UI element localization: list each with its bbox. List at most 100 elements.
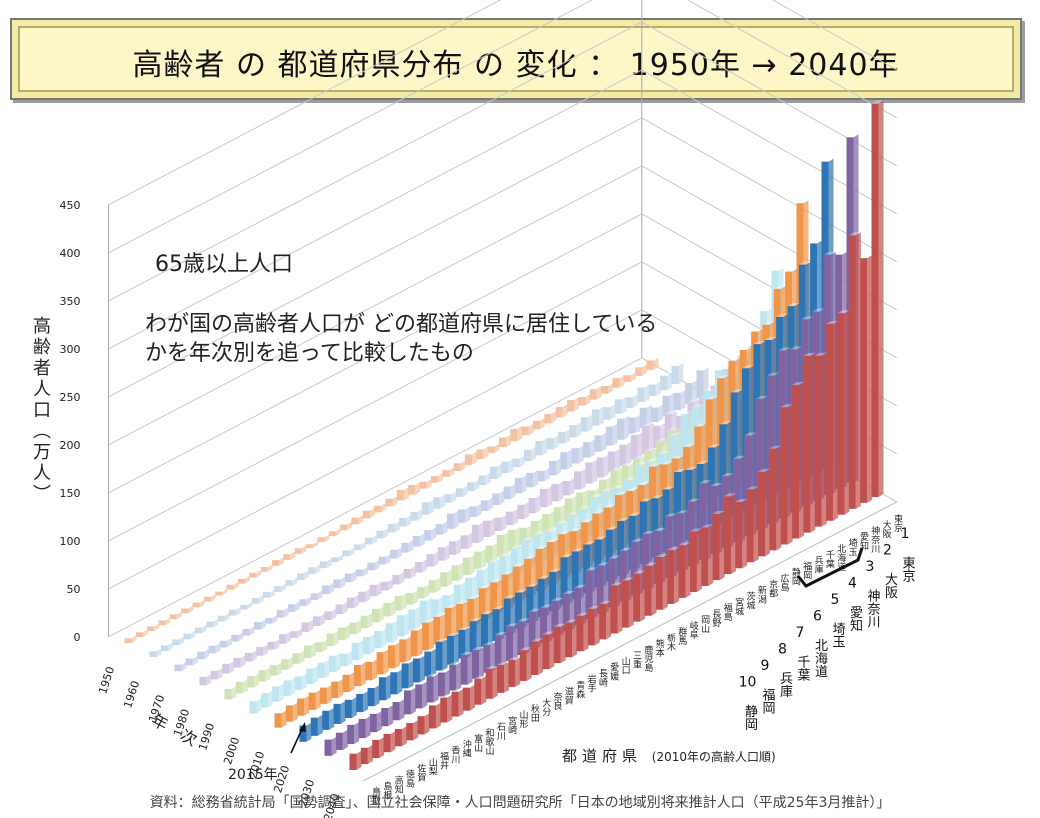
bar-top <box>587 605 600 609</box>
rank-number: 4 <box>848 576 857 592</box>
bar-青森-1970 <box>378 556 386 565</box>
bar-side <box>521 474 527 494</box>
bar-top <box>292 650 305 654</box>
bar-side <box>419 533 425 547</box>
bar-top <box>356 566 369 570</box>
bar-福井-1980 <box>267 642 275 650</box>
prefecture-tick-label: 島根 <box>381 780 392 800</box>
bar-福井-2010 <box>342 674 350 693</box>
bar-京都-1950 <box>521 426 529 436</box>
bar-長野-1960 <box>489 466 497 480</box>
bar-side <box>367 744 373 765</box>
bar-side <box>606 600 612 640</box>
bar-top <box>562 478 575 482</box>
bar-top <box>569 422 582 426</box>
bar-top <box>183 630 196 634</box>
bar-top <box>419 597 432 601</box>
bar-広島-1980 <box>608 451 616 472</box>
bar-side <box>549 511 555 534</box>
bar-top <box>235 678 248 682</box>
bar-福島-1980 <box>551 484 559 502</box>
bar-鳥取-2000 <box>249 701 257 714</box>
bar-北海道-2040 <box>814 355 822 527</box>
bar-top <box>442 467 455 471</box>
bar-宮崎-1970 <box>310 593 318 601</box>
bar-side <box>508 458 514 474</box>
bar-side <box>546 486 552 508</box>
rank-number: 9 <box>761 658 770 674</box>
bar-鳥取-2010 <box>274 713 282 728</box>
bar-side <box>315 689 321 710</box>
bar-鹿児島-1970 <box>446 513 454 529</box>
bar-top <box>265 614 278 618</box>
bar-top <box>608 555 621 559</box>
bar-top <box>324 736 337 740</box>
bar-top <box>592 510 605 514</box>
bar-side <box>435 702 441 729</box>
bar-和歌山-2010 <box>387 645 395 669</box>
bar-top <box>365 534 378 538</box>
bar-群馬-1980 <box>505 511 513 526</box>
bar-top <box>835 251 848 255</box>
bar-大分-1970 <box>344 573 352 583</box>
bar-沖縄-1980 <box>290 631 298 638</box>
bar-山梨-1950 <box>181 608 189 614</box>
bar-side <box>528 423 534 436</box>
bar-side <box>131 635 137 643</box>
bar-side <box>308 619 314 632</box>
bar-神奈川-1950 <box>623 375 631 382</box>
bar-side <box>294 601 300 612</box>
bar-side <box>513 623 519 661</box>
bar-新潟-1960 <box>535 440 543 456</box>
bar-top <box>253 618 266 622</box>
bar-大分-2000 <box>419 600 427 625</box>
bar-山口-2040 <box>599 603 607 640</box>
bar-top <box>455 485 468 489</box>
bar-top <box>274 583 287 587</box>
prefecture-tick-label: 滋賀 <box>563 685 574 705</box>
bar-top <box>317 659 330 663</box>
bar-top <box>603 404 616 408</box>
bar-top <box>837 310 850 314</box>
rank-prefecture-name: 千葉 <box>795 655 811 681</box>
bar-top <box>687 498 700 502</box>
bar-side <box>363 566 369 577</box>
bar-side <box>333 630 339 647</box>
y-tick-label: 250 <box>59 391 80 404</box>
bar-top <box>708 444 721 448</box>
bar-side <box>363 690 369 713</box>
bar-side <box>594 605 600 646</box>
rank-prefecture-name: 東京 <box>900 555 916 582</box>
bar-top <box>671 362 684 366</box>
bar-山梨-2010 <box>331 681 339 698</box>
prefecture-tick-label: 茨城 <box>744 590 755 610</box>
bar-鹿児島-1960 <box>421 502 429 515</box>
bar-top <box>673 389 686 393</box>
bar-福岡-1970 <box>605 426 613 446</box>
bar-side <box>855 232 861 509</box>
bar-side <box>530 446 536 462</box>
year-tick-label: 1950 <box>96 665 117 696</box>
bar-top <box>310 590 323 594</box>
bar-side <box>458 688 464 717</box>
bar-top <box>376 527 389 531</box>
bar-大分-2020 <box>469 621 477 653</box>
bar-top <box>505 508 518 512</box>
bar-top <box>462 684 475 688</box>
year-2015-arrowhead <box>299 722 306 732</box>
bar-side <box>235 606 241 616</box>
bar-山梨-2040 <box>406 723 414 741</box>
bar-top <box>401 539 414 543</box>
bar-side <box>485 472 491 486</box>
bar-side <box>288 656 294 670</box>
bar-北海道-1960 <box>614 399 622 414</box>
bar-side <box>674 547 680 604</box>
bar-愛知-1970 <box>662 395 670 417</box>
bar-top <box>483 641 496 645</box>
bar-top <box>653 422 666 426</box>
bar-side <box>540 417 546 430</box>
bar-top <box>612 375 625 379</box>
bar-山形-2010 <box>422 622 430 651</box>
prefecture-tick-label: 長野 <box>710 609 721 627</box>
bar-side <box>154 623 160 632</box>
